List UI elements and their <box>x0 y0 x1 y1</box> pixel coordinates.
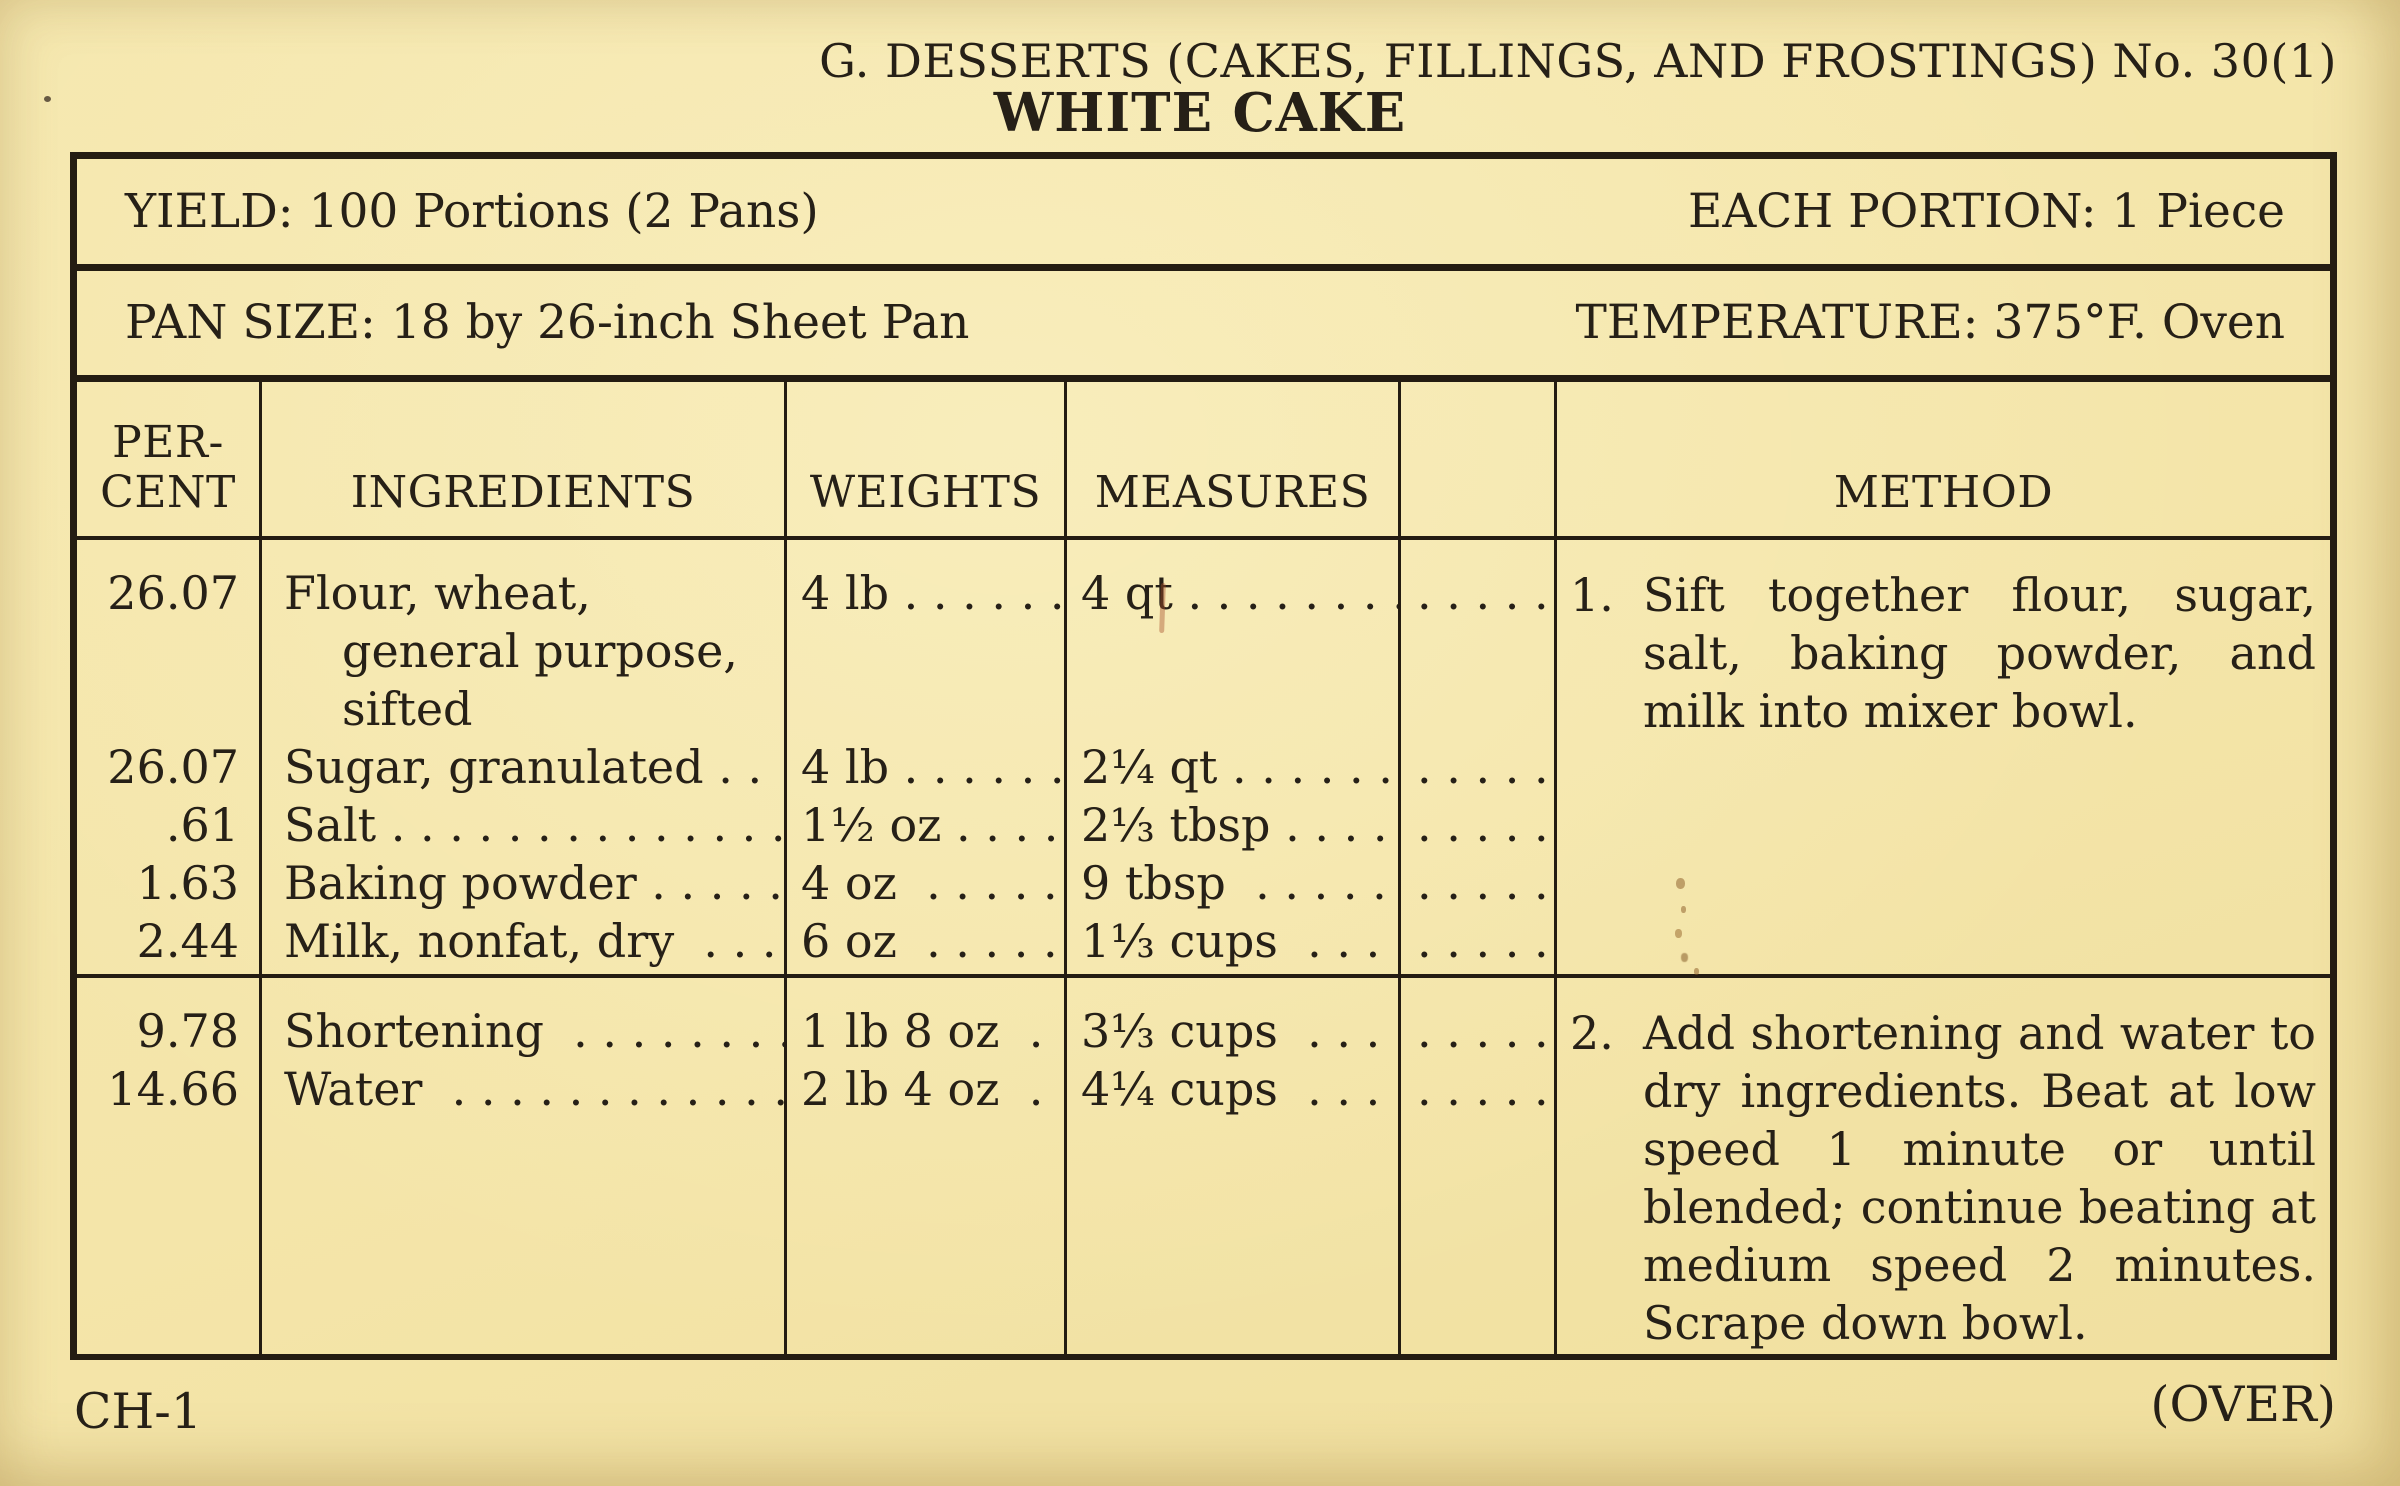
percent-value: 26.07 <box>107 566 239 620</box>
column-header-measures: MEASURES <box>1067 382 1401 536</box>
weight-value: 4 oz . . . . . <box>801 856 1058 910</box>
blank-dots-column: . . . . . . . . . . . . . . . . . . . . … <box>1401 540 1557 974</box>
column-header-percent: PER- CENT <box>77 382 262 536</box>
series-title: G. DESSERTS (CAKES, FILLINGS, AND FROSTI… <box>819 34 2337 88</box>
ingredient-line: Sugar, granulated . . <box>284 740 763 794</box>
card-code: CH-1 <box>74 1383 202 1440</box>
weight-value: 4 lb . . . . . . <box>801 740 1065 794</box>
measure-value: 4¼ cups . . . <box>1081 1062 1381 1116</box>
weights-column: 1 lb 8 oz . 2 lb 4 oz . <box>787 978 1067 1354</box>
weight-value: 4 lb . . . . . . <box>801 566 1065 620</box>
percent-value: 1.63 <box>136 856 239 910</box>
pan-size-label: PAN SIZE: 18 by 26-inch Sheet Pan <box>125 295 970 351</box>
ingredients-table: PER- CENT INGREDIENTS WEIGHTS MEASURES M… <box>70 382 2337 1360</box>
ingredient-line: general purpose, <box>342 624 738 678</box>
dots-cell: . . . . . . <box>1417 914 1549 968</box>
temperature-label: TEMPERATURE: 375°F. Oven <box>1575 295 2285 351</box>
each-portion-label: EACH PORTION: 1 Piece <box>1688 183 2285 239</box>
measure-value <box>1081 622 1398 680</box>
measure-value: 2¼ qt . . . . . . <box>1081 740 1393 794</box>
ingredient-line: Shortening . . . . . . . . <box>284 1004 787 1058</box>
percent-value: 2.44 <box>136 914 239 968</box>
column-header-blank <box>1401 382 1557 536</box>
ingredient-group-1: 26.07 26.07 .61 1.63 2.44 Flour, wheat, … <box>77 540 2330 978</box>
dots-cell: . . . . . . <box>1417 740 1549 794</box>
dots-cell: . . . . . . <box>1417 1062 1549 1116</box>
measures-column: 4 qt . . . . . . . . 2¼ qt . . . . . . 2… <box>1067 540 1401 974</box>
ingredient-line: Salt . . . . . . . . . . . . . . . <box>284 798 787 852</box>
scan-stain <box>1676 878 1685 889</box>
measure-value: 3⅓ cups . . . <box>1081 1004 1381 1058</box>
measures-column: 3⅓ cups . . . 4¼ cups . . . <box>1067 978 1401 1354</box>
over-label: (OVER) <box>2150 1376 2336 1433</box>
info-box: YIELD: 100 Portions (2 Pans) EACH PORTIO… <box>70 152 2337 382</box>
dots-cell: . . . . . . <box>1417 1004 1549 1058</box>
weight-value <box>801 622 1064 680</box>
weights-column: 4 lb . . . . . . 4 lb . . . . . . 1½ oz … <box>787 540 1067 974</box>
weight-value: 1½ oz . . . . <box>801 798 1059 852</box>
dots-cell <box>1417 622 1554 680</box>
percent-column: 26.07 26.07 .61 1.63 2.44 <box>77 540 262 974</box>
ingredient-line: Flour, wheat, <box>284 566 591 620</box>
ingredients-column: Flour, wheat, general purpose, sifted Su… <box>262 540 787 974</box>
yield-label: YIELD: 100 Portions (2 Pans) <box>125 183 819 239</box>
ingredient-group-2: 9.78 14.66 Shortening . . . . . . . . Wa… <box>77 978 2330 1354</box>
ingredient-line: sifted <box>342 682 473 736</box>
yield-row: YIELD: 100 Portions (2 Pans) EACH PORTIO… <box>77 159 2330 271</box>
dots-cell <box>1417 680 1554 738</box>
blank-dots-column: . . . . . . . . . . . . <box>1401 978 1557 1354</box>
ingredient-line: Baking powder . . . . . <box>284 856 783 910</box>
column-header-ingredients: INGREDIENTS <box>262 382 787 536</box>
percent-value: .61 <box>165 798 239 852</box>
dots-cell: . . . . . . <box>1417 566 1549 620</box>
weight-value: 1 lb 8 oz . <box>801 1004 1044 1058</box>
method-step-number: 2. <box>1570 1006 1614 1060</box>
method-step-2: 2. Add shortening and water to dry ingre… <box>1557 978 2330 1354</box>
weight-value: 6 oz . . . . . <box>801 914 1058 968</box>
ingredients-column: Shortening . . . . . . . . Water . . . .… <box>262 978 787 1354</box>
measure-value: 4 qt . . . . . . . . <box>1081 566 1401 620</box>
dots-cell: . . . . . . <box>1417 798 1549 852</box>
weight-value: 2 lb 4 oz . <box>801 1062 1044 1116</box>
percent-column: 9.78 14.66 <box>77 978 262 1354</box>
column-header-weights: WEIGHTS <box>787 382 1067 536</box>
measure-value <box>1081 680 1398 738</box>
column-header-method: METHOD <box>1833 467 2054 518</box>
percent-value <box>77 622 239 680</box>
weight-value <box>801 680 1064 738</box>
measure-value: 1⅓ cups . . . <box>1081 914 1381 968</box>
method-step-text: Add shortening and water to dry ingredie… <box>1643 1006 2316 1350</box>
scan-speck <box>44 96 51 102</box>
percent-value: 26.07 <box>107 740 239 794</box>
measure-value: 2⅓ tbsp . . . . <box>1081 798 1388 852</box>
recipe-title: WHITE CAKE <box>993 82 1407 144</box>
ingredient-line: Water . . . . . . . . . . . . . <box>284 1062 787 1116</box>
percent-value: 9.78 <box>136 1004 239 1058</box>
method-step-text: Sift together flour, sugar, salt, baking… <box>1643 568 2316 738</box>
table-header-row: PER- CENT INGREDIENTS WEIGHTS MEASURES M… <box>77 382 2330 540</box>
measure-value: 9 tbsp . . . . . <box>1081 856 1387 910</box>
dots-cell: . . . . . . <box>1417 856 1549 910</box>
ingredient-line: Milk, nonfat, dry . . . <box>284 914 777 968</box>
pan-size-row: PAN SIZE: 18 by 26-inch Sheet Pan TEMPER… <box>77 271 2330 376</box>
percent-value: 14.66 <box>107 1062 239 1116</box>
method-step-number: 1. <box>1570 568 1614 622</box>
method-step-1: 1. Sift together flour, sugar, salt, bak… <box>1557 540 2330 974</box>
percent-value <box>77 680 239 738</box>
